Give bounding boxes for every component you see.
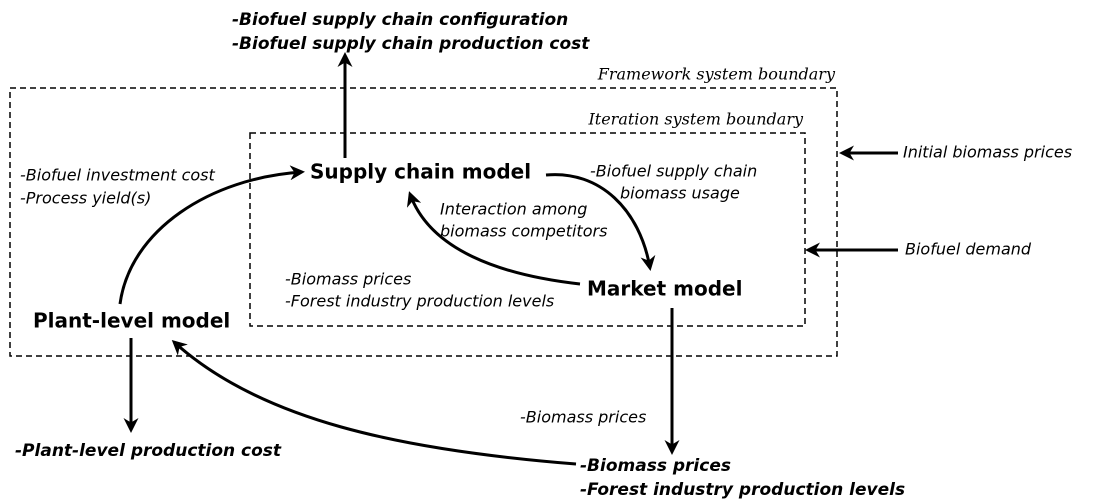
edge-label: Interaction among <box>440 200 587 219</box>
arrow <box>545 173 656 271</box>
edge-label: -Biofuel investment cost <box>20 166 215 185</box>
edge-label: -Process yield(s) <box>20 189 151 208</box>
node-label: Plant-level model <box>33 309 230 333</box>
output-label: -Biofuel supply chain production cost <box>232 34 590 54</box>
edge-label: biomass usage <box>620 184 740 203</box>
edge-label: -Biofuel supply chain <box>590 162 757 181</box>
node-label: Market model <box>587 277 742 301</box>
node-label: Supply chain model <box>310 160 531 184</box>
input-label: Biofuel demand <box>905 240 1032 259</box>
boundary-label: Iteration system boundary <box>587 110 804 129</box>
edge-label: biomass competitors <box>440 222 607 241</box>
output-label: -Plant-level production cost <box>15 441 282 461</box>
arrow <box>406 191 581 286</box>
input-label: Initial biomass prices <box>903 143 1072 162</box>
arrow <box>171 339 577 466</box>
edge-label: -Biomass prices <box>520 408 646 427</box>
edge-label: -Forest industry production levels <box>285 292 554 311</box>
output-label: -Biofuel supply chain configuration <box>232 10 568 30</box>
edge-label: -Biomass prices <box>285 270 411 289</box>
framework-boundary <box>9 87 838 357</box>
output-label: -Forest industry production levels <box>580 480 905 500</box>
iteration-boundary <box>249 132 806 327</box>
arrow <box>118 165 305 305</box>
output-label: -Biomass prices <box>580 456 731 476</box>
boundary-label: Framework system boundary <box>597 65 836 84</box>
